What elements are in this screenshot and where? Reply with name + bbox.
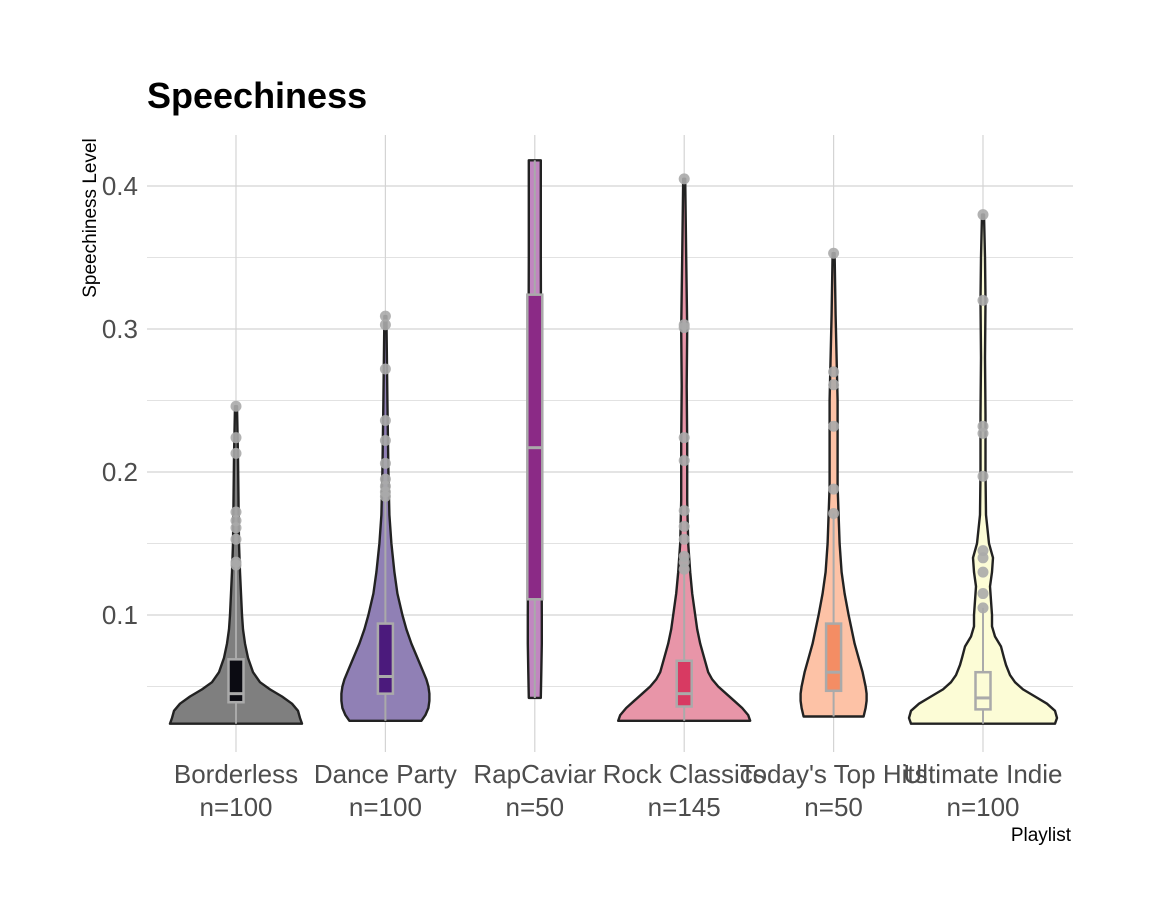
outlier-point	[379, 490, 391, 502]
violin-rock-classics	[617, 173, 752, 722]
outlier-point	[230, 559, 242, 571]
grid-layer	[147, 135, 1073, 752]
outlier-point	[828, 507, 840, 519]
outlier-point	[230, 533, 242, 545]
y-tick-label: 0.2	[102, 457, 138, 487]
x-tick-label-dance-party: Dance Party	[314, 759, 457, 789]
violin-rapcaviar	[526, 159, 544, 700]
outlier-point	[379, 457, 391, 469]
outlier-point	[828, 247, 840, 259]
outlier-point	[977, 470, 989, 482]
outlier-point	[828, 366, 840, 378]
outlier-point	[379, 319, 391, 331]
x-tick-count-ultimate-indie: n=100	[946, 792, 1019, 822]
x-tick-label-ultimate-indie: Ultimate Indie	[904, 759, 1063, 789]
outlier-point	[230, 522, 242, 534]
box-iqr	[974, 670, 992, 711]
x-tick-count-rock-classics: n=145	[648, 792, 721, 822]
outlier-point	[678, 173, 690, 185]
violin-borderless	[168, 400, 304, 725]
y-tick-label: 0.4	[102, 171, 138, 201]
x-tick-label-today-s-top-hits: Today's Top Hits	[740, 759, 928, 789]
outlier-point	[977, 566, 989, 578]
outlier-point	[379, 310, 391, 322]
x-tick-label-rapcaviar: RapCaviar	[473, 759, 596, 789]
outlier-point	[678, 505, 690, 517]
outlier-point	[977, 209, 989, 221]
outlier-point	[379, 415, 391, 427]
violins-layer	[168, 159, 1059, 725]
violin-ultimate-indie	[907, 209, 1059, 725]
outlier-point	[678, 533, 690, 545]
outlier-point	[230, 400, 242, 412]
violin-today-s-top-hits	[799, 247, 868, 718]
outlier-point	[977, 427, 989, 439]
y-tick-label: 0.3	[102, 314, 138, 344]
outlier-point	[828, 483, 840, 495]
y-axis-label: Speechiness Level	[80, 138, 101, 298]
outlier-point	[828, 420, 840, 432]
x-axis-label: Playlist	[1011, 825, 1072, 846]
outlier-point	[678, 563, 690, 575]
violin-dance-party	[340, 310, 431, 722]
chart-title: Speechiness	[147, 75, 367, 116]
box-iqr	[824, 622, 843, 693]
x-tick-count-rapcaviar: n=50	[506, 792, 565, 822]
outlier-point	[977, 552, 989, 564]
outlier-point	[678, 455, 690, 467]
x-tick-label-borderless: Borderless	[174, 759, 298, 789]
outlier-point	[977, 588, 989, 600]
outlier-point	[230, 432, 242, 444]
outlier-point	[977, 602, 989, 614]
outlier-point	[678, 322, 690, 334]
outlier-point	[230, 447, 242, 459]
outlier-point	[678, 520, 690, 532]
x-tick-count-dance-party: n=100	[349, 792, 422, 822]
outlier-point	[678, 432, 690, 444]
y-tick-label: 0.1	[102, 600, 138, 630]
box-iqr	[227, 658, 245, 704]
outlier-point	[379, 363, 391, 375]
box-iqr	[675, 659, 693, 708]
outlier-point	[828, 379, 840, 391]
outlier-point	[379, 435, 391, 447]
x-tick-count-today-s-top-hits: n=50	[804, 792, 863, 822]
x-tick-count-borderless: n=100	[199, 792, 272, 822]
outlier-point	[230, 506, 242, 518]
box-iqr	[376, 622, 395, 695]
y-axis: 0.1 0.2 0.3 0.4	[102, 171, 138, 630]
outlier-point	[977, 294, 989, 306]
x-tick-label-rock-classics: Rock Classics	[603, 759, 766, 789]
